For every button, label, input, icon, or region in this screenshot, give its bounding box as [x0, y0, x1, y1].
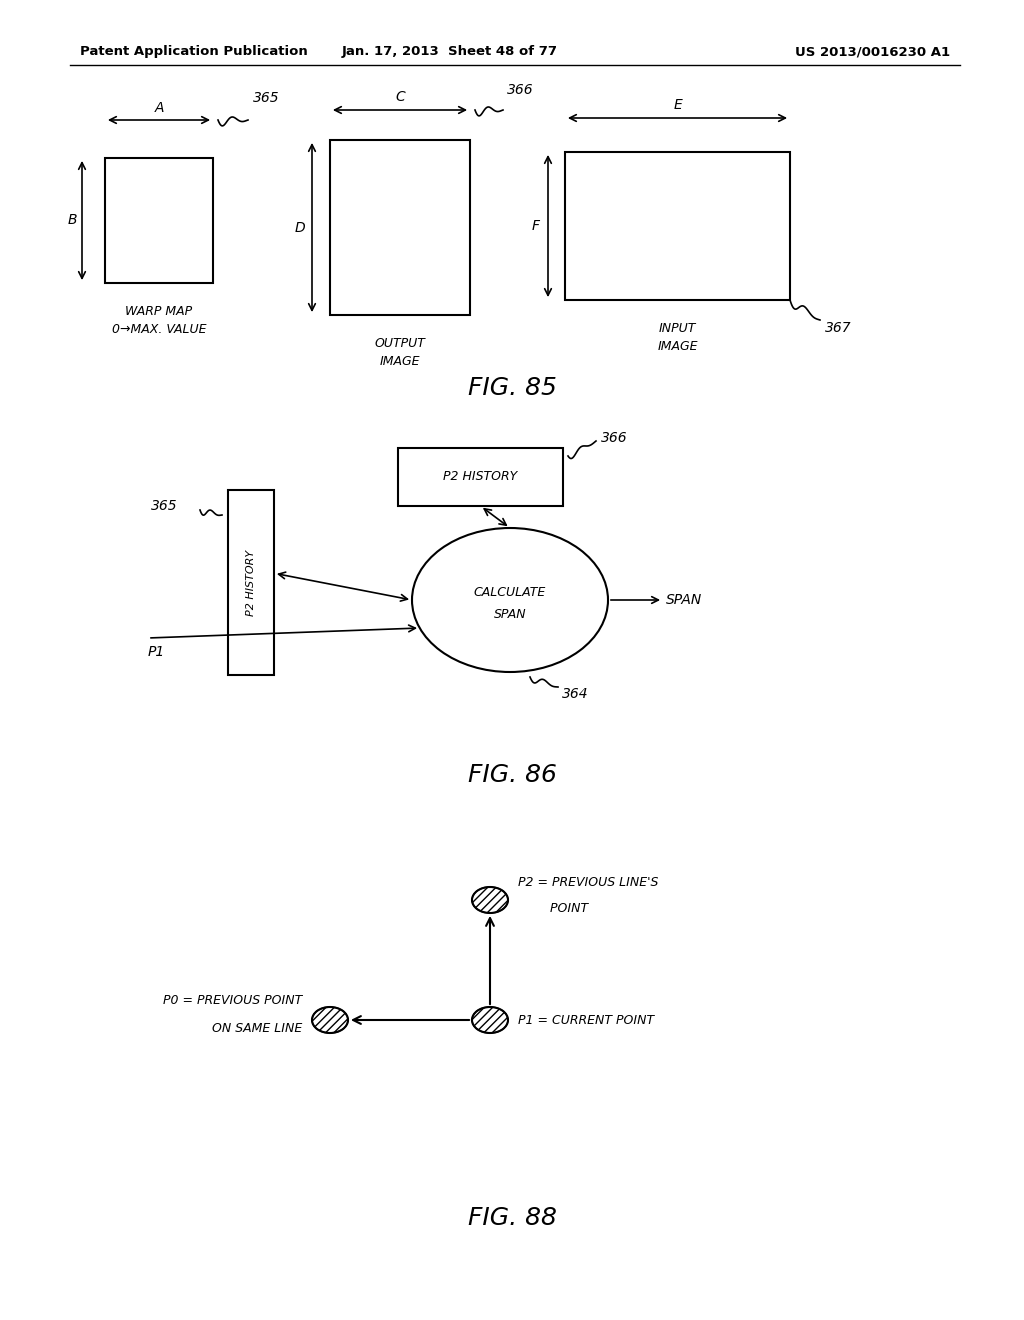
Text: FIG. 85: FIG. 85 [468, 376, 556, 400]
Text: OUTPUT: OUTPUT [375, 337, 425, 350]
Bar [565, 152, 790, 300]
Text: FIG. 86: FIG. 86 [468, 763, 556, 787]
Text: 367: 367 [825, 321, 852, 335]
Bar [228, 490, 274, 675]
Text: IMAGE: IMAGE [657, 341, 697, 352]
Text: 0→MAX. VALUE: 0→MAX. VALUE [112, 323, 206, 337]
Text: SPAN: SPAN [666, 593, 702, 607]
Text: 366: 366 [507, 83, 534, 96]
Text: INPUT: INPUT [658, 322, 696, 335]
Text: 365: 365 [152, 499, 178, 513]
Text: P1 = CURRENT POINT: P1 = CURRENT POINT [518, 1014, 654, 1027]
Text: P2 HISTORY: P2 HISTORY [443, 470, 517, 483]
Text: C: C [395, 90, 404, 104]
Ellipse shape [472, 1007, 508, 1034]
Text: US 2013/0016230 A1: US 2013/0016230 A1 [795, 45, 950, 58]
Text: D: D [295, 220, 305, 235]
Text: ON SAME LINE: ON SAME LINE [212, 1022, 302, 1035]
Text: 365: 365 [253, 91, 280, 106]
Text: 364: 364 [562, 686, 589, 701]
Text: POINT: POINT [518, 902, 588, 915]
Text: IMAGE: IMAGE [380, 355, 420, 368]
Text: P0 = PREVIOUS POINT: P0 = PREVIOUS POINT [163, 994, 302, 1006]
Text: Jan. 17, 2013  Sheet 48 of 77: Jan. 17, 2013 Sheet 48 of 77 [342, 45, 558, 58]
Text: Patent Application Publication: Patent Application Publication [80, 45, 308, 58]
Text: B: B [68, 214, 77, 227]
Ellipse shape [472, 887, 508, 913]
Ellipse shape [412, 528, 608, 672]
Ellipse shape [312, 1007, 348, 1034]
Bar [105, 158, 213, 282]
Bar [398, 447, 563, 506]
Text: SPAN: SPAN [494, 607, 526, 620]
Text: F: F [532, 219, 540, 234]
Text: E: E [673, 98, 682, 112]
Text: 366: 366 [601, 432, 628, 445]
Text: WARP MAP: WARP MAP [125, 305, 193, 318]
Text: P1: P1 [148, 645, 165, 659]
Text: P2 = PREVIOUS LINE'S: P2 = PREVIOUS LINE'S [518, 875, 658, 888]
Text: A: A [155, 102, 164, 115]
Bar [330, 140, 470, 315]
Text: CALCULATE: CALCULATE [474, 586, 546, 598]
Text: P2 HISTORY: P2 HISTORY [246, 549, 256, 615]
Text: FIG. 88: FIG. 88 [468, 1206, 556, 1230]
